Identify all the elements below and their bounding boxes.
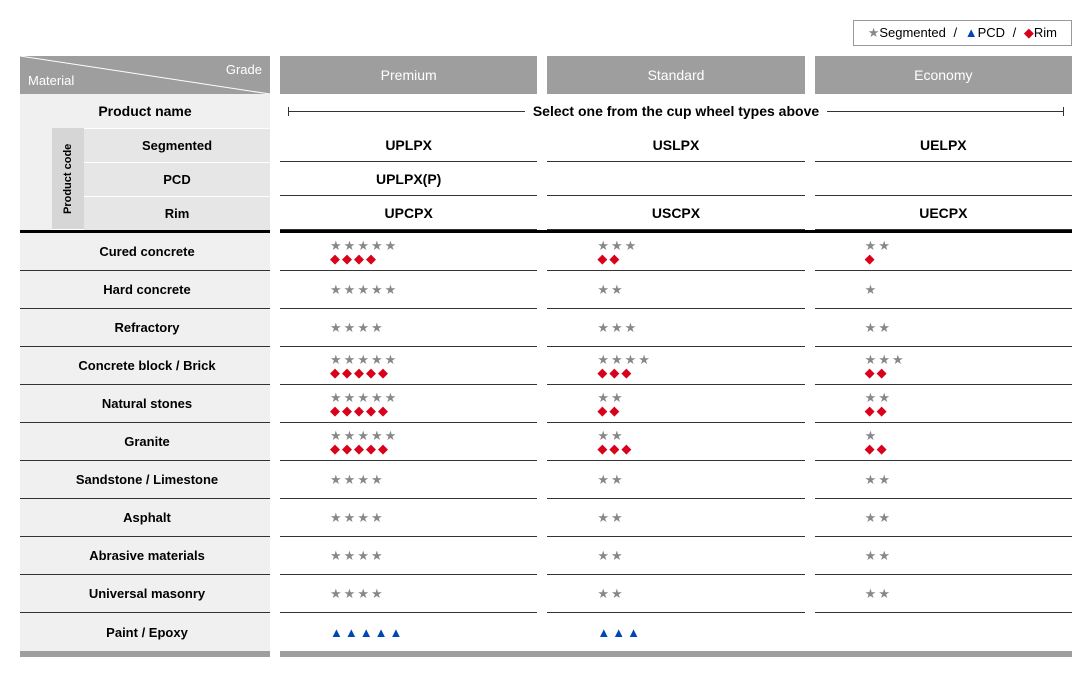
pc-row-rim: Rim (84, 196, 270, 230)
rating-cell: ★★★ (547, 309, 804, 347)
material-label: Hard concrete (20, 271, 270, 309)
rating-cell: ★★★★★◆◆◆◆◆ (280, 347, 537, 385)
legend-box: ★Segmented / ▲PCD / ◆Rim (853, 20, 1072, 46)
star-icon: ★ (868, 25, 880, 40)
rating-cell: ★ (815, 271, 1072, 309)
material-label: Natural stones (20, 385, 270, 423)
select-instruction-row: Select one from the cup wheel types abov… (280, 94, 1072, 128)
rating-cell: ★★★★★◆◆◆◆ (280, 233, 537, 271)
pc-row-segmented: Segmented (84, 128, 270, 162)
material-label: Cured concrete (20, 233, 270, 271)
diamond-icon: ◆ (1024, 25, 1034, 40)
code-cell: UPLPX(P) (280, 162, 537, 196)
rating-cell: ★★ (815, 575, 1072, 613)
legend-pcd-label: PCD (978, 25, 1005, 40)
rating-cell: ★★★◆◆ (547, 233, 804, 271)
rating-cell: ★★★★ (280, 575, 537, 613)
header-grade-standard: Standard (547, 56, 804, 94)
material-label: Paint / Epoxy (20, 613, 270, 651)
rating-cell: ★★★★ (280, 309, 537, 347)
legend-segmented-label: Segmented (879, 25, 946, 40)
material-label: Concrete block / Brick (20, 347, 270, 385)
rating-cell: ★★◆ (815, 233, 1072, 271)
rating-cell: ★★◆◆ (547, 385, 804, 423)
legend-rim: ◆Rim (1024, 25, 1057, 41)
rating-cell: ★★◆◆ (815, 385, 1072, 423)
header-grade-label: Grade (226, 62, 262, 77)
code-cell (547, 162, 804, 196)
rating-cell: ★★★★★ (280, 271, 537, 309)
legend-sep: / (1013, 25, 1020, 40)
select-instruction-text: Select one from the cup wheel types abov… (533, 103, 819, 119)
legend-pcd: ▲PCD (965, 25, 1005, 40)
rating-cell (815, 613, 1072, 651)
material-label: Sandstone / Limestone (20, 461, 270, 499)
rating-cell: ★★ (547, 575, 804, 613)
rating-cell: ★★★★★◆◆◆◆◆ (280, 423, 537, 461)
rating-cell: ★★ (547, 461, 804, 499)
rating-cell: ★★ (547, 499, 804, 537)
legend: ★Segmented / ▲PCD / ◆Rim (20, 20, 1072, 46)
triangle-icon: ▲ (965, 25, 978, 40)
material-label: Universal masonry (20, 575, 270, 613)
rating-cell: ★★ (815, 461, 1072, 499)
material-label: Asphalt (20, 499, 270, 537)
rating-cell: ★★ (815, 537, 1072, 575)
rating-cell: ★★★★ (280, 537, 537, 575)
rating-cell: ★★★★◆◆◆ (547, 347, 804, 385)
code-cell: UPLPX (280, 128, 537, 162)
pc-row-pcd: PCD (84, 162, 270, 196)
rating-cell: ▲▲▲▲▲ (280, 613, 537, 651)
rating-cell: ▲▲▲ (547, 613, 804, 651)
code-cell (815, 162, 1072, 196)
material-label: Abrasive materials (20, 537, 270, 575)
left-column: Material Grade Product name Product code… (20, 56, 270, 657)
rating-cell: ★★ (547, 537, 804, 575)
code-cell: USCPX (547, 196, 804, 230)
rating-cell: ★★★★ (280, 461, 537, 499)
rating-cell: ★★★★ (280, 499, 537, 537)
rating-cell: ★★ (547, 271, 804, 309)
rating-cell: ★★ (815, 309, 1072, 347)
rating-cell: ★★ (815, 499, 1072, 537)
material-label: Granite (20, 423, 270, 461)
legend-sep: / (953, 25, 960, 40)
header-grade-economy: Economy (815, 56, 1072, 94)
code-cell: UECPX (815, 196, 1072, 230)
material-label: Refractory (20, 309, 270, 347)
code-cell: UPCPX (280, 196, 537, 230)
product-name-label: Product name (20, 94, 270, 128)
header-grade-premium: Premium (280, 56, 537, 94)
header-material-label: Material (28, 73, 74, 88)
rating-cell: ★★★★★◆◆◆◆◆ (280, 385, 537, 423)
code-cell: USLPX (547, 128, 804, 162)
legend-rim-label: Rim (1034, 25, 1057, 40)
table: Material Grade Product name Product code… (20, 56, 1072, 657)
product-code-label: Product code (52, 128, 84, 230)
legend-segmented: ★Segmented (868, 25, 946, 41)
product-code-block: Product code Segmented PCD Rim (20, 128, 270, 230)
code-cell: UELPX (815, 128, 1072, 162)
rating-cell: ★◆◆ (815, 423, 1072, 461)
header-material-grade: Material Grade (20, 56, 270, 94)
rating-cell: ★★◆◆◆ (547, 423, 804, 461)
rating-cell: ★★★◆◆ (815, 347, 1072, 385)
